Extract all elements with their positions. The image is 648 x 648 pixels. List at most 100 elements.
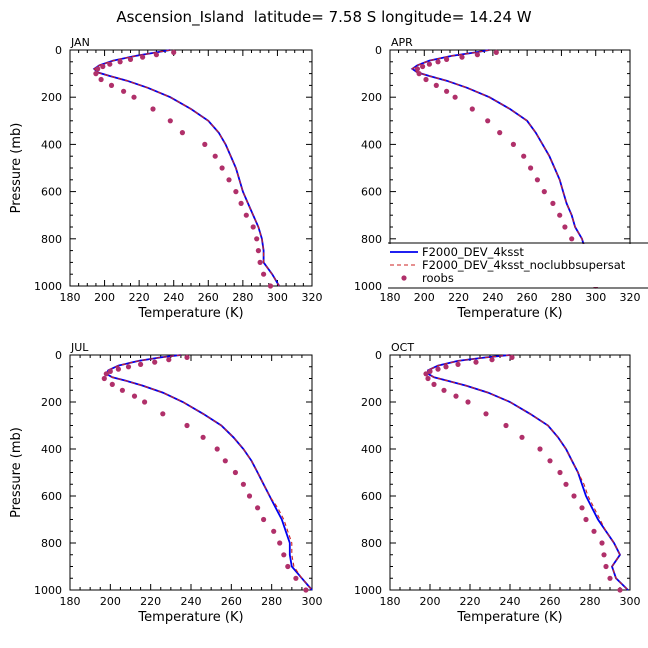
panel-oct: OCT 180 200 220 240 260 280 300 0 200 400 600 800 100… — [354, 341, 641, 625]
obs-point — [425, 375, 431, 382]
legend-label: F2000_DEV_4ksst — [422, 245, 524, 259]
obs-point — [521, 153, 527, 159]
x-tick-label: 240 — [500, 595, 521, 608]
series-line-solid — [410, 49, 600, 287]
obs-point — [489, 357, 495, 363]
panel-apr: APR 180 200 220 240 260 280 300 320 0 200 400 600 800… — [354, 36, 648, 321]
x-tick-label: 300 — [302, 595, 323, 608]
y-tick-label: 800 — [41, 233, 62, 246]
x-tick-label: 180 — [380, 291, 401, 304]
obs-point — [474, 52, 480, 58]
obs-point — [261, 516, 267, 523]
obs-point — [254, 236, 260, 242]
x-tick-label: 200 — [100, 595, 121, 608]
obs-point — [222, 458, 228, 464]
x-tick-label: 260 — [540, 595, 561, 608]
y-tick-label: 200 — [361, 91, 382, 104]
x-tick-label: 180 — [380, 595, 401, 608]
obs-point — [226, 177, 232, 183]
legend-label: roobs — [422, 271, 454, 285]
y-tick-label: 0 — [55, 349, 62, 362]
obs-point — [150, 106, 156, 112]
obs-point — [184, 422, 190, 429]
series-line-dashed — [93, 49, 280, 287]
obs-point — [184, 354, 190, 360]
y-axis-label: Pressure (mb) — [9, 123, 24, 214]
x-tick-label: 240 — [482, 291, 503, 304]
obs-point — [550, 200, 556, 206]
obs-point — [562, 224, 568, 230]
obs-point — [431, 381, 437, 387]
obs-point — [617, 587, 623, 593]
y-tick-label: 1000 — [34, 584, 62, 597]
obs-point — [423, 371, 429, 377]
obs-point — [243, 212, 249, 218]
y-tick-label: 200 — [41, 396, 62, 409]
obs-point — [119, 387, 125, 393]
panel-label: JAN — [70, 36, 90, 49]
panels: JAN 180 200 220 240 260 280 300 320 0 200 400 600 800… — [9, 36, 648, 625]
obs-point — [166, 357, 172, 363]
x-tick-label: 200 — [94, 291, 115, 304]
obs-point — [238, 200, 244, 206]
x-tick-label: 200 — [420, 595, 441, 608]
obs-point — [179, 130, 185, 136]
obs-point — [267, 283, 274, 289]
obs-point — [444, 56, 450, 63]
obs-point — [219, 165, 225, 171]
panel-label: JUL — [70, 341, 89, 354]
obs-point — [441, 387, 447, 393]
legend-background — [388, 244, 648, 287]
obs-point — [109, 381, 115, 387]
obs-point — [469, 106, 475, 112]
legend: F2000_DEV_4ksstF2000_DEV_4ksst_noclubbsu… — [388, 242, 648, 289]
y-tick-label: 200 — [41, 91, 62, 104]
obs-point — [255, 505, 261, 511]
obs-point — [171, 49, 177, 56]
obs-point — [127, 56, 134, 63]
x-tick-label: 260 — [221, 595, 242, 608]
panel-label: OCT — [391, 341, 414, 354]
obs-point — [547, 458, 553, 464]
y-tick-label: 200 — [361, 396, 382, 409]
obs-point — [281, 552, 287, 558]
x-tick-label: 180 — [60, 595, 81, 608]
obs-point — [160, 411, 166, 417]
obs-point — [601, 552, 607, 558]
obs-point — [563, 481, 569, 487]
x-axis-label: Temperature (K) — [456, 306, 562, 321]
series-line-solid — [105, 354, 313, 591]
obs-point — [212, 153, 218, 159]
obs-point — [427, 368, 433, 374]
obs-point — [599, 540, 605, 546]
x-tick-label: 200 — [414, 291, 435, 304]
obs-point — [583, 516, 589, 523]
obs-point — [233, 189, 239, 195]
x-tick-label: 280 — [580, 595, 601, 608]
figure-title: Ascension_Island latitude= 7.58 S longit… — [116, 8, 531, 27]
obs-point — [125, 364, 132, 370]
legend-label: F2000_DEV_4ksst_noclubbsupersat — [422, 258, 626, 272]
obs-point — [537, 446, 543, 452]
obs-point — [115, 366, 121, 372]
obs-point — [246, 493, 253, 499]
series-line-solid — [92, 49, 280, 287]
obs-point — [138, 361, 144, 367]
y-tick-label: 400 — [41, 443, 62, 456]
obs-point — [493, 49, 499, 56]
legend-marker — [401, 275, 407, 281]
obs-point — [107, 368, 113, 374]
obs-point — [459, 54, 465, 60]
obs-point — [131, 94, 137, 100]
obs-point — [200, 434, 206, 440]
y-tick-label: 400 — [41, 138, 62, 151]
obs-point — [214, 446, 220, 452]
x-tick-label: 300 — [267, 291, 288, 304]
obs-point — [103, 371, 109, 377]
x-axis-label: Temperature (K) — [137, 306, 243, 321]
panel-label: APR — [391, 36, 413, 49]
obs-point — [519, 434, 525, 440]
y-tick-label: 800 — [361, 537, 382, 550]
x-tick-label: 240 — [181, 595, 202, 608]
obs-point — [557, 469, 563, 476]
